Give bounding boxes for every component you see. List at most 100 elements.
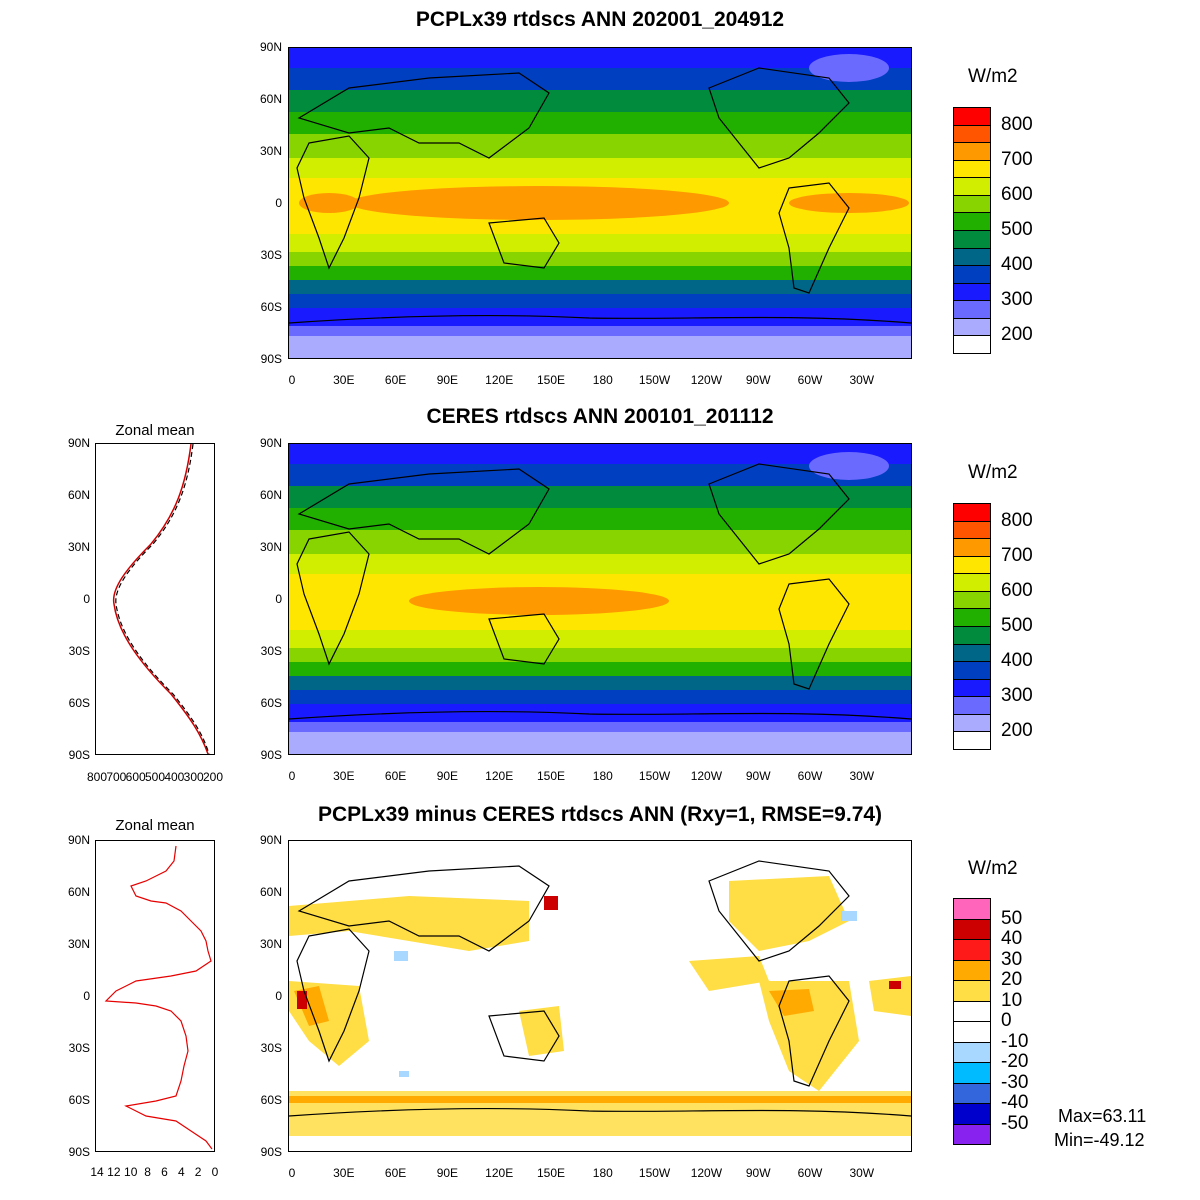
lat-tick-label: 90S (260, 352, 282, 366)
lat-tick-label: 60N (259, 488, 282, 502)
colorbar-swatch (953, 696, 991, 715)
colorbar-swatch (953, 1062, 991, 1084)
lon-tick-label: 120E (485, 769, 514, 783)
zonal-lat-tick-label: 90S (68, 1145, 90, 1159)
colorbar-swatch (953, 194, 991, 214)
panel1-colorbar: 800 700 600 500 400 300 200 (953, 107, 1033, 354)
colorbar-swatch (953, 980, 991, 1002)
panel2-title: CERES rtdscs ANN 200101_201112 (426, 405, 774, 428)
zonal2-title: Zonal mean (115, 817, 195, 834)
panel1-field (289, 48, 911, 358)
zonal1-x-tick: 400 (164, 770, 185, 784)
colorbar-swatch (953, 538, 991, 557)
zonal-lat-tick-label: 30N (67, 540, 90, 554)
zonal1-x-tick: 700 (106, 770, 127, 784)
colorbar-swatch (953, 159, 991, 179)
colorbar-swatch (953, 107, 991, 126)
lon-tick-label: 60E (384, 1166, 407, 1180)
zonal-lat-tick-label: 30S (68, 644, 90, 658)
lon-tick-label: 60W (797, 373, 823, 387)
lon-tick-label: 150E (536, 769, 566, 783)
lon-tick-label: 150W (638, 373, 671, 387)
colorbar-swatch (953, 608, 991, 627)
zonal-lat-tick-label: 30N (67, 937, 90, 951)
colorbar-swatch (953, 212, 991, 231)
zonal2-x-tick: 14 (90, 1165, 104, 1179)
lon-tick-label: 180 (592, 1166, 613, 1180)
lat-tick-label: 30N (259, 144, 282, 158)
colorbar-swatch (953, 265, 991, 284)
lon-tick-label: 150E (536, 373, 566, 387)
lat-tick-label: 30N (259, 937, 282, 951)
panel2-units: W/m2 (968, 462, 1018, 483)
zonal-lat-tick-label: 0 (83, 989, 90, 1003)
colorbar-label: 300 (1001, 289, 1033, 311)
lat-tick-label: 0 (275, 592, 282, 606)
lat-tick-label: 60N (259, 885, 282, 899)
lon-tick-label: 30E (333, 1166, 355, 1180)
panel1-map (288, 47, 912, 359)
panel3-title: PCPLx39 minus CERES rtdscs ANN (Rxy=1, R… (317, 803, 883, 826)
min-label: Min=-49.12 (1054, 1130, 1145, 1150)
lon-tick-label: 90E (436, 769, 459, 783)
zonal1-x-tick: 200 (202, 770, 224, 784)
colorbar-swatch (953, 661, 991, 680)
lon-tick-label: 120W (690, 373, 723, 387)
colorbar-swatch (953, 300, 991, 319)
colorbar-label: 600 (1001, 183, 1033, 205)
colorbar-swatch (953, 230, 991, 249)
lat-tick-label: 60S (260, 696, 282, 710)
lon-tick-label: 90W (745, 1166, 771, 1180)
lon-tick-label: 60E (384, 769, 407, 783)
lon-tick-label: 30E (333, 373, 355, 387)
lon-tick-label: 0 (288, 373, 296, 387)
colorbar-label: -30 (1001, 1071, 1029, 1093)
colorbar-swatch (953, 124, 991, 144)
colorbar-swatch (953, 898, 991, 920)
colorbar-swatch (953, 590, 991, 610)
lat-tick-label: 30S (260, 1041, 282, 1055)
colorbar-label: -40 (1001, 1092, 1029, 1113)
colorbar-swatch (953, 713, 991, 733)
lon-tick-label: 180 (592, 373, 613, 387)
zonal2-x-tick: 4 (177, 1165, 185, 1179)
zonal-lat-tick-label: 90N (67, 436, 90, 450)
zonal2-x-tick: 8 (144, 1165, 151, 1179)
lon-tick-label: 90W (745, 373, 771, 387)
colorbar-label: 400 (1001, 254, 1033, 276)
lon-tick-label: 150E (536, 1166, 566, 1180)
panel1-units: W/m2 (968, 66, 1018, 87)
lon-tick-label: 60E (384, 373, 407, 387)
colorbar-swatch (953, 731, 991, 750)
lon-tick-label: 90W (745, 769, 771, 783)
lat-tick-label: 30S (260, 644, 282, 658)
zonal1-x-tick: 600 (125, 770, 146, 784)
zonal1-x-tick: 500 (144, 770, 166, 784)
lon-tick-label: 0 (288, 1166, 296, 1180)
lat-tick-label: 0 (275, 989, 282, 1003)
lat-tick-label: 90N (259, 40, 282, 54)
zonal2-x-tick: 6 (161, 1165, 168, 1179)
colorbar-label: -20 (1001, 1051, 1029, 1072)
colorbar-swatch (953, 1103, 991, 1125)
panel3-colorbar: 50 40 30 20 10 0 -10 -20 -30 -40 -50 (953, 898, 1028, 1145)
colorbar-swatch (953, 573, 991, 592)
zonal-lat-tick-label: 60N (67, 488, 90, 502)
lon-tick-label: 0 (288, 769, 296, 783)
panel3-field (289, 841, 911, 1151)
lon-tick-label: 60W (797, 769, 823, 783)
panel1-title: PCPLx39 rtdscs ANN 202001_204912 (415, 8, 785, 31)
colorbar-label: 300 (1001, 685, 1033, 707)
zonal1-frame (95, 443, 215, 755)
colorbar-swatch (953, 177, 991, 196)
lon-tick-label: 120W (690, 1166, 723, 1180)
lat-tick-label: 90S (260, 748, 282, 762)
zonal-lat-tick-label: 90N (67, 833, 90, 847)
zonal-lat-tick-label: 60S (68, 1093, 90, 1107)
colorbar-swatch (953, 1000, 991, 1022)
colorbar-swatch (953, 555, 991, 575)
lon-tick-label: 150W (638, 1166, 671, 1180)
zonal-lat-tick-label: 90S (68, 748, 90, 762)
zonal-lat-tick-label: 30S (68, 1041, 90, 1055)
lon-tick-label: 30W (849, 1166, 875, 1180)
